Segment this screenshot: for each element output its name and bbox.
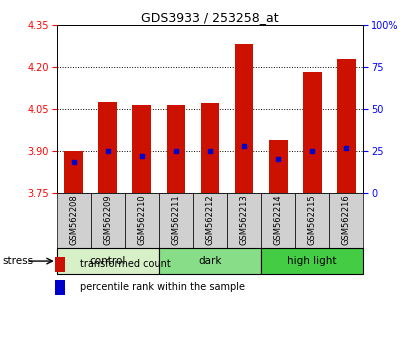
Text: GSM562215: GSM562215 bbox=[308, 195, 317, 245]
Text: GSM562209: GSM562209 bbox=[103, 195, 112, 245]
Text: transformed count: transformed count bbox=[80, 258, 171, 269]
Text: stress: stress bbox=[2, 256, 33, 266]
Bar bbox=[98, 102, 117, 193]
Bar bbox=[55, 280, 65, 295]
Text: GSM562213: GSM562213 bbox=[239, 195, 249, 245]
Bar bbox=[295, 193, 329, 248]
Bar bbox=[337, 59, 356, 193]
Text: GSM562216: GSM562216 bbox=[342, 195, 351, 245]
Bar bbox=[159, 248, 261, 274]
Bar bbox=[64, 151, 83, 193]
Text: GSM562211: GSM562211 bbox=[171, 195, 181, 245]
Bar bbox=[227, 193, 261, 248]
Text: percentile rank within the sample: percentile rank within the sample bbox=[80, 282, 245, 292]
Title: GDS3933 / 253258_at: GDS3933 / 253258_at bbox=[141, 11, 279, 24]
Bar bbox=[132, 105, 151, 193]
Bar bbox=[125, 193, 159, 248]
Bar bbox=[193, 193, 227, 248]
Text: GSM562208: GSM562208 bbox=[69, 195, 78, 245]
Text: control: control bbox=[89, 256, 126, 266]
Text: GSM562214: GSM562214 bbox=[274, 195, 283, 245]
Bar bbox=[57, 248, 159, 274]
Bar bbox=[167, 105, 185, 193]
Bar bbox=[91, 193, 125, 248]
Bar bbox=[201, 103, 219, 193]
Bar bbox=[55, 257, 65, 272]
Bar bbox=[159, 193, 193, 248]
Bar bbox=[329, 193, 363, 248]
Text: high light: high light bbox=[287, 256, 337, 266]
Bar bbox=[269, 140, 288, 193]
Text: GSM562212: GSM562212 bbox=[205, 195, 215, 245]
Text: GSM562210: GSM562210 bbox=[137, 195, 146, 245]
Bar bbox=[261, 193, 295, 248]
Bar bbox=[57, 193, 91, 248]
Bar bbox=[235, 44, 253, 193]
Bar bbox=[303, 72, 322, 193]
Bar bbox=[261, 248, 363, 274]
Text: dark: dark bbox=[198, 256, 222, 266]
